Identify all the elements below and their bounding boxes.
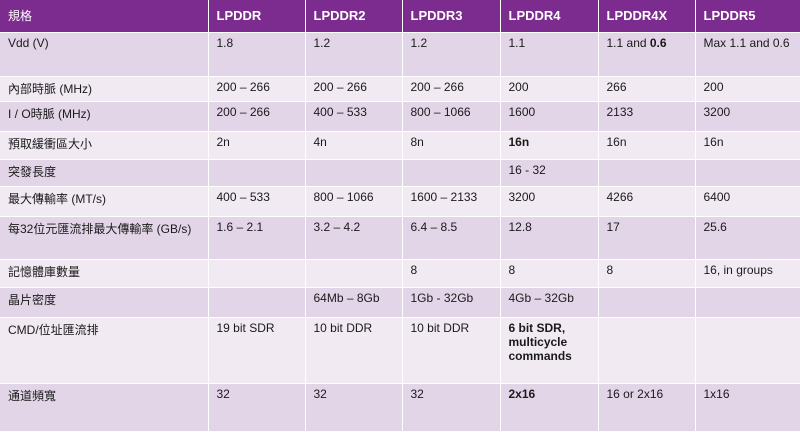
cell-lpddr5 [695, 287, 800, 318]
cell-lpddr4x: 16n [598, 131, 696, 160]
cell-lpddr4x [598, 317, 696, 384]
row-label: 突發長度 [0, 159, 209, 187]
row-cmd-address-bus: CMD/位址匯流排 19 bit SDR 10 bit DDR 10 bit D… [0, 317, 800, 384]
cell-lpddr4x [598, 287, 696, 318]
row-label: 最大傳輸率 (MT/s) [0, 186, 209, 217]
header-lpddr5: LPDDR5 [695, 0, 800, 33]
cell-emphasis: 0.6 [649, 35, 667, 50]
cell-lpddr4x: 2133 [598, 101, 696, 132]
row-io-clock: I / O時脈 (MHz) 200 – 266 400 – 533 800 – … [0, 101, 800, 132]
cell-lpddr5: Max 1.1 and 0.6 [695, 32, 800, 77]
row-bank-count: 記憶體庫數量 8 8 8 16, in groups [0, 259, 800, 288]
cell-lpddr3: 6.4 – 8.5 [402, 216, 501, 260]
cell-lpddr4x: 17 [598, 216, 696, 260]
cell-lpddr3: 10 bit DDR [402, 317, 501, 384]
cell-lpddr4x [598, 159, 696, 187]
cell-lpddr4x: 8 [598, 259, 696, 288]
cell-lpddr5: 6400 [695, 186, 800, 217]
cell-lpddr4x: 266 [598, 76, 696, 102]
cell-lpddr3 [402, 159, 501, 187]
cell-lpddr4: 6 bit SDR, multicycle commands [500, 317, 599, 384]
cell-lpddr3: 1Gb - 32Gb [402, 287, 501, 318]
cell-lpddr: 1.6 – 2.1 [208, 216, 306, 260]
cell-lpddr3: 1600 – 2133 [402, 186, 501, 217]
cell-lpddr4: 1600 [500, 101, 599, 132]
cell-lpddr3: 8 [402, 259, 501, 288]
header-spec: 規格 [0, 0, 209, 33]
cell-lpddr4x: 4266 [598, 186, 696, 217]
row-vdd: Vdd (V) 1.8 1.2 1.2 1.1 1.1 and 0.6 Max … [0, 32, 800, 77]
cell-lpddr5 [695, 159, 800, 187]
cell-lpddr4: 4Gb – 32Gb [500, 287, 599, 318]
cell-lpddr2: 800 – 1066 [305, 186, 403, 217]
cell-lpddr3: 800 – 1066 [402, 101, 501, 132]
cell-lpddr4: 12.8 [500, 216, 599, 260]
cell-lpddr4: 8 [500, 259, 599, 288]
cell-lpddr3: 1.2 [402, 32, 501, 77]
cell-lpddr: 200 – 266 [208, 101, 306, 132]
cell-lpddr2 [305, 259, 403, 288]
cell-lpddr [208, 159, 306, 187]
row-label: 記憶體庫數量 [0, 259, 209, 288]
row-burst-length: 突發長度 16 - 32 [0, 159, 800, 187]
cell-lpddr4: 16 - 32 [500, 159, 599, 187]
header-lpddr3: LPDDR3 [402, 0, 501, 33]
cell-lpddr: 200 – 266 [208, 76, 306, 102]
cell-lpddr4: 1.1 [500, 32, 599, 77]
cell-lpddr: 2n [208, 131, 306, 160]
cell-lpddr2: 10 bit DDR [305, 317, 403, 384]
row-label: Vdd (V) [0, 32, 209, 77]
row-chip-density: 晶片密度 64Mb – 8Gb 1Gb - 32Gb 4Gb – 32Gb [0, 287, 800, 318]
cell-lpddr5: 200 [695, 76, 800, 102]
row-internal-clock: 內部時脈 (MHz) 200 – 266 200 – 266 200 – 266… [0, 76, 800, 102]
cell-lpddr4: 16n [500, 131, 599, 160]
cell-lpddr2: 400 – 533 [305, 101, 403, 132]
cell-lpddr: 400 – 533 [208, 186, 306, 217]
cell-lpddr2 [305, 159, 403, 187]
cell-lpddr3: 200 – 266 [402, 76, 501, 102]
cell-text: 1.1 and [606, 35, 650, 50]
row-max-bandwidth: 每32位元匯流排最大傳輸率 (GB/s) 1.6 – 2.1 3.2 – 4.2… [0, 216, 800, 260]
cell-lpddr2: 200 – 266 [305, 76, 403, 102]
cell-lpddr5 [695, 317, 800, 384]
cell-lpddr5: 1x16 [695, 383, 800, 432]
cell-lpddr: 1.8 [208, 32, 306, 77]
cell-lpddr5: 16, in groups [695, 259, 800, 288]
cell-lpddr5: 16n [695, 131, 800, 160]
header-lpddr4: LPDDR4 [500, 0, 599, 33]
cell-lpddr4: 200 [500, 76, 599, 102]
row-label: 晶片密度 [0, 287, 209, 318]
row-channel-width: 通道頻寬 32 32 32 2x16 16 or 2x16 1x16 [0, 383, 800, 432]
cell-lpddr2: 4n [305, 131, 403, 160]
cell-lpddr2: 32 [305, 383, 403, 432]
row-label: CMD/位址匯流排 [0, 317, 209, 384]
cell-lpddr [208, 287, 306, 318]
cell-lpddr5: 3200 [695, 101, 800, 132]
cell-lpddr2: 64Mb – 8Gb [305, 287, 403, 318]
header-row: 規格 LPDDR LPDDR2 LPDDR3 LPDDR4 LPDDR4X LP… [0, 0, 800, 33]
cell-lpddr4: 3200 [500, 186, 599, 217]
row-label: 預取緩衝區大小 [0, 131, 209, 160]
header-lpddr4x: LPDDR4X [598, 0, 696, 33]
row-label: I / O時脈 (MHz) [0, 101, 209, 132]
cell-lpddr2: 1.2 [305, 32, 403, 77]
cell-lpddr [208, 259, 306, 288]
cell-lpddr4x: 1.1 and 0.6 [598, 32, 696, 77]
row-max-transfer-rate: 最大傳輸率 (MT/s) 400 – 533 800 – 1066 1600 –… [0, 186, 800, 217]
row-label: 每32位元匯流排最大傳輸率 (GB/s) [0, 216, 209, 260]
cell-lpddr4x: 16 or 2x16 [598, 383, 696, 432]
cell-lpddr2: 3.2 – 4.2 [305, 216, 403, 260]
header-lpddr: LPDDR [208, 0, 306, 33]
cell-lpddr: 19 bit SDR [208, 317, 306, 384]
cell-lpddr4: 2x16 [500, 383, 599, 432]
cell-lpddr3: 32 [402, 383, 501, 432]
row-label: 通道頻寬 [0, 383, 209, 432]
cell-lpddr: 32 [208, 383, 306, 432]
cell-lpddr3: 8n [402, 131, 501, 160]
row-prefetch: 預取緩衝區大小 2n 4n 8n 16n 16n 16n [0, 131, 800, 160]
header-lpddr2: LPDDR2 [305, 0, 403, 33]
cell-lpddr5: 25.6 [695, 216, 800, 260]
row-label: 內部時脈 (MHz) [0, 76, 209, 102]
